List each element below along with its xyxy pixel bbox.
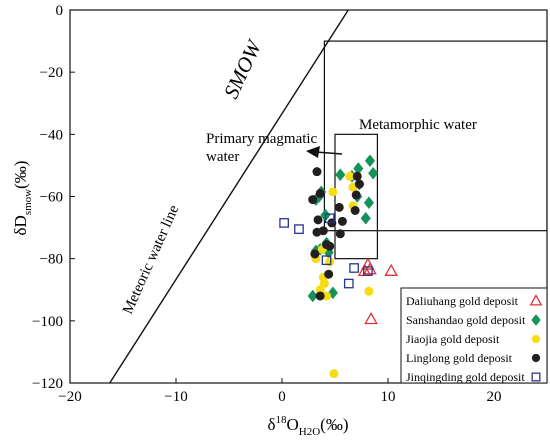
data-point <box>315 291 325 301</box>
data-point <box>324 213 335 224</box>
data-point <box>328 187 338 197</box>
data-point <box>279 218 289 228</box>
meteoric-water-line <box>109 10 349 383</box>
primary-magmatic-arrow <box>306 146 343 158</box>
x-axis-label: δ18OH2O(‰) <box>267 414 348 438</box>
data-point <box>364 154 376 168</box>
legend-marker <box>529 294 543 306</box>
primary-magmatic-water-box <box>334 133 379 260</box>
data-point <box>329 369 339 379</box>
data-point <box>322 291 332 301</box>
legend-label: Sanshandao gold deposit <box>406 313 526 327</box>
data-point <box>308 195 318 205</box>
x-tick-label: −20 <box>58 389 81 405</box>
data-point <box>312 227 322 237</box>
data-point <box>368 166 379 180</box>
data-point <box>360 211 371 225</box>
data-point <box>315 188 325 198</box>
data-point <box>350 205 360 215</box>
data-point <box>327 286 339 300</box>
data-point <box>384 263 398 276</box>
legend-label: Jiaojia gold deposit <box>406 332 500 346</box>
data-point <box>325 241 335 251</box>
data-point <box>313 215 323 225</box>
legend-label: Daliuhang gold deposit <box>406 294 519 308</box>
x-tick-label: 0 <box>278 389 286 405</box>
data-point <box>310 249 320 259</box>
data-point <box>343 278 354 289</box>
legend-marker <box>531 314 541 326</box>
y-tick-label: −20 <box>40 65 63 81</box>
data-point <box>334 202 344 212</box>
legend-label: Linglong gold deposit <box>406 351 513 365</box>
series-4 <box>308 167 364 301</box>
series-5 <box>279 213 373 289</box>
data-point <box>352 171 362 181</box>
data-point <box>307 289 318 303</box>
y-tick-label: 0 <box>56 3 64 19</box>
x-tick-label: 20 <box>487 389 502 405</box>
metamorphic-water-label: Metamorphic water <box>359 117 477 133</box>
legend-marker <box>531 334 541 344</box>
smow-annotation: SMOW <box>219 35 267 102</box>
data-point <box>345 171 355 181</box>
data-point <box>363 266 373 276</box>
data-point <box>324 269 334 279</box>
data-point <box>335 229 345 239</box>
metamorphic-water-box <box>323 40 547 232</box>
data-point <box>363 196 375 210</box>
y-tick-label: −60 <box>40 190 63 206</box>
data-point <box>364 286 374 296</box>
legend-label: Jinqingding gold deposit <box>406 370 525 384</box>
x-tick-label: 10 <box>381 389 396 405</box>
y-tick-label: −100 <box>32 314 63 330</box>
legend: Daliuhang gold deposit Sanshandao gold de… <box>400 287 548 384</box>
series-1 <box>357 257 398 325</box>
data-point <box>349 263 359 273</box>
y-tick-label: −120 <box>32 376 63 392</box>
data-point <box>351 190 361 200</box>
data-point <box>315 285 325 295</box>
data-point <box>337 216 347 226</box>
y-tick-label: −80 <box>40 252 63 268</box>
y-axis-label: δDsmow(‰) <box>11 161 34 236</box>
primary-magmatic-water-label-line2: water <box>206 149 239 165</box>
data-point <box>354 179 364 189</box>
legend-marker <box>531 372 541 382</box>
data-point <box>294 224 304 234</box>
data-point <box>312 167 322 177</box>
legend-marker <box>531 353 541 363</box>
data-point <box>335 168 346 182</box>
data-point <box>321 255 332 266</box>
series-3 <box>311 171 374 379</box>
x-tick-label: −10 <box>164 389 187 405</box>
meteoric-water-line-label: Meteoric water line <box>120 203 183 317</box>
data-point <box>364 311 378 325</box>
primary-magmatic-water-label-line1: Primary magmatic <box>206 131 318 147</box>
y-tick-label: −40 <box>40 127 63 143</box>
